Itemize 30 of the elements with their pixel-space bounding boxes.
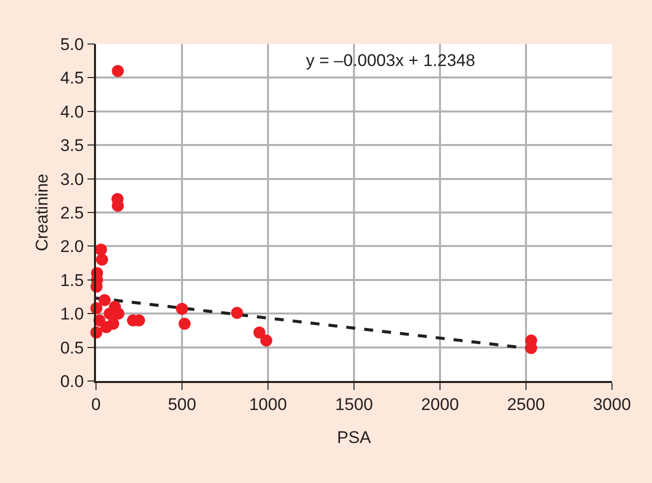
point [178,318,191,330]
x-axis-title: PSA [336,428,372,448]
point [96,254,108,266]
y-tick-label: 1.0 [60,304,84,324]
x-tick-label: 500 [168,395,196,414]
y-tick-label: 3.5 [60,136,84,156]
y-tick-label: 2.5 [60,203,84,222]
y-tick-label: 4.0 [60,102,84,122]
y-tick-label: 5.0 [60,34,84,54]
x-tick-label: 1000 [249,395,287,414]
x-tick-label: 3000 [593,395,631,414]
x-tick-label: 2000 [421,395,459,414]
y-tick-label: 0.5 [60,338,84,358]
point [260,334,272,347]
point [112,64,124,77]
y-tick-label: 4.5 [60,68,84,88]
y-tick-label: 0.0 [60,372,84,391]
point [176,302,188,315]
point [253,326,266,338]
y-tick-label: 1.5 [60,270,84,290]
x-tick-label: 0 [91,395,101,414]
point [98,294,111,306]
point [231,306,244,319]
annotation: y = –0.0003x + 1.2348 [306,51,476,70]
y-tick-label: 2.0 [60,237,84,256]
x-tick-label: 1500 [335,395,373,414]
point [107,318,120,330]
x-tick-label: 2500 [507,395,545,414]
y-axis-title: Creatinine [32,174,52,252]
y-tick-label: 3.0 [60,170,84,189]
